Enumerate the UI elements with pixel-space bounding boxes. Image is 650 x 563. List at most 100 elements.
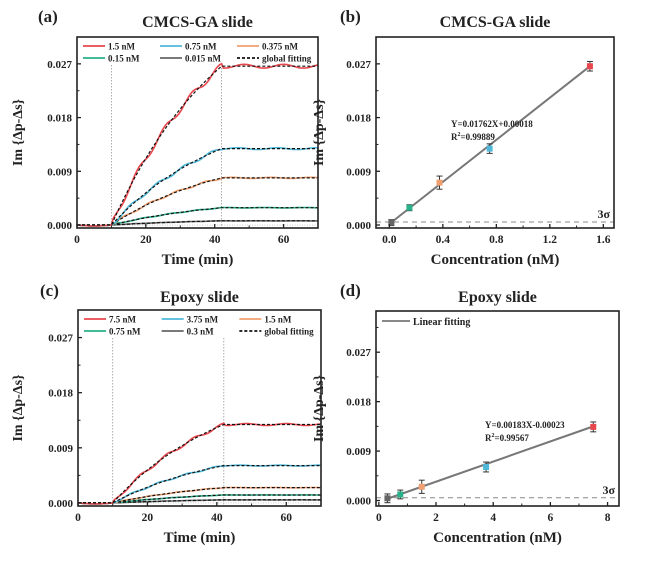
chart-title: Epoxy slide: [458, 289, 537, 306]
x-tick-label: 40: [211, 512, 223, 524]
y-tick-label: 0.027: [346, 59, 371, 71]
y-tick-label: 0.027: [47, 59, 72, 71]
plot-frame: [77, 309, 322, 507]
y-tick-label: 0.009: [346, 446, 371, 458]
x-tick-label: 4: [490, 512, 496, 524]
x-tick-label: 20: [142, 512, 154, 524]
plot-area: [376, 421, 619, 504]
legend: 7.5 nM 3.75 nM 1.5 nM 0.75 nM 0.3 nM global f…: [84, 315, 314, 337]
y-tick-label: 0.000: [47, 220, 72, 232]
data-point: [586, 63, 593, 70]
data-point: [397, 491, 404, 498]
threshold-label: 3σ: [597, 207, 610, 221]
x-tick-label: 20: [140, 234, 152, 246]
y-axis-label: Im {Δp-Δs}: [11, 374, 26, 442]
r-squared-superscript: 2: [492, 433, 495, 439]
data-point: [436, 179, 443, 186]
x-tick-label: 0.8: [489, 234, 504, 246]
plot-area: [376, 60, 614, 227]
chart-title: CMCS-GA slide: [440, 14, 551, 31]
x-tick-label: 0: [75, 512, 81, 524]
x-axis-label: Time (min): [162, 252, 234, 268]
data-point: [406, 204, 413, 211]
y-tick-label: 0.009: [346, 166, 371, 178]
panel-label: (b): [340, 7, 361, 26]
legend-label: 1.5 nM: [264, 315, 292, 325]
legend-label: global fitting: [264, 327, 314, 337]
y-tick-label: 0.000: [346, 220, 371, 232]
fit-line-0.015-nM: [77, 220, 318, 226]
x-tick-label: 0: [74, 234, 80, 246]
r-squared-value: =0.99567: [495, 433, 530, 443]
y-tick-label: 0.018: [47, 113, 72, 125]
data-point: [483, 464, 490, 470]
y-tick-label: 0.009: [47, 166, 72, 178]
legend-label: 0.375 nM: [262, 42, 299, 52]
y-tick-label: 0.018: [346, 397, 371, 409]
r-squared-text: R2=0.99567: [485, 433, 529, 443]
data-line-1.5-nM: [77, 62, 318, 227]
y-tick-label: 0.027: [346, 347, 371, 359]
panel-c: (c) Epoxy slide 0.000 0.009 0.018 0.027 0 20 40 6…: [11, 281, 322, 546]
legend-label: 0.15 nM: [108, 54, 140, 64]
x-tick-label: 0: [376, 512, 382, 524]
r-squared-prefix: R: [451, 132, 458, 142]
r-squared-prefix: R: [485, 433, 492, 443]
data-point: [384, 495, 391, 502]
r-squared-superscript: 2: [458, 132, 461, 138]
panel-d: (d) Epoxy slide 0.000 0.009 0.018 0.027 0 2 4 6 8 C…: [312, 281, 620, 546]
equation-text: Y=0.00183X-0.00023: [485, 420, 565, 430]
legend-label: 0.75 nM: [185, 42, 217, 52]
data-line-3.75-nM: [78, 464, 321, 505]
data-line-0.75-nM: [77, 146, 318, 227]
data-point: [418, 483, 425, 490]
x-tick-label: 40: [209, 234, 221, 246]
panel-label: (d): [340, 281, 361, 300]
chart-title: Epoxy slide: [160, 289, 239, 306]
y-tick-label: 0.018: [346, 113, 371, 125]
legend-label: 3.75 nM: [187, 315, 219, 325]
data-point: [388, 219, 395, 226]
plot-frame: [375, 310, 620, 507]
panel-a: (a) CMCS-GA slide 0.000 0.009 0.018 0.027 0 20 4…: [11, 7, 319, 268]
y-tick-label: 0.000: [48, 498, 73, 510]
fit-line-0.15-nM: [77, 207, 318, 226]
legend-label: 0.75 nM: [109, 327, 141, 337]
y-tick-label: 0.018: [48, 388, 73, 400]
legend-label: 1.5 nM: [108, 42, 136, 52]
threshold-label: 3σ: [602, 483, 615, 497]
fit-line-3.75-nM: [78, 465, 321, 504]
y-axis-label: Im {Δp-Δs}: [11, 98, 26, 166]
data-point: [486, 145, 493, 152]
legend: 1.5 nM 0.75 nM 0.375 nM 0.15 nM 0.015 nM glob…: [83, 42, 312, 64]
y-tick-label: 0.000: [346, 496, 371, 508]
x-tick-label: 1.2: [543, 234, 558, 246]
legend-label: Linear fitting: [413, 317, 470, 328]
panel-b: (b) CMCS-GA slide 0.000 0.009 0.018 0.027 0.0 0…: [312, 7, 615, 268]
x-axis-label: Time (min): [164, 530, 236, 546]
plot-frame: [76, 36, 319, 229]
data-point: [590, 423, 597, 430]
y-tick-label: 0.009: [48, 443, 73, 455]
chart-title: CMCS-GA slide: [142, 14, 253, 31]
x-tick-label: 60: [278, 234, 290, 246]
y-axis-label: Im {Δp-Δs}: [312, 374, 327, 442]
x-tick-label: 6: [548, 512, 554, 524]
x-tick-label: 0.4: [436, 234, 451, 246]
panel-label: (c): [40, 281, 59, 300]
legend-label: global fitting: [262, 54, 312, 64]
r-squared-text: R2=0.99889: [451, 132, 495, 142]
x-axis-label: Concentration (nM): [431, 252, 560, 268]
legend-label: 0.3 nM: [187, 327, 215, 337]
r-squared-value: =0.99889: [461, 132, 496, 142]
x-tick-label: 8: [605, 512, 611, 524]
legend-label: 7.5 nM: [109, 315, 137, 325]
fit-line-0.75-nM: [77, 148, 318, 226]
fit-line-1.5-nM: [78, 487, 321, 504]
plot-area: [77, 62, 318, 228]
x-tick-label: 0.0: [382, 234, 397, 246]
x-tick-label: 60: [281, 512, 293, 524]
legend-label: 0.015 nM: [185, 54, 222, 64]
plot-area: [78, 338, 321, 506]
